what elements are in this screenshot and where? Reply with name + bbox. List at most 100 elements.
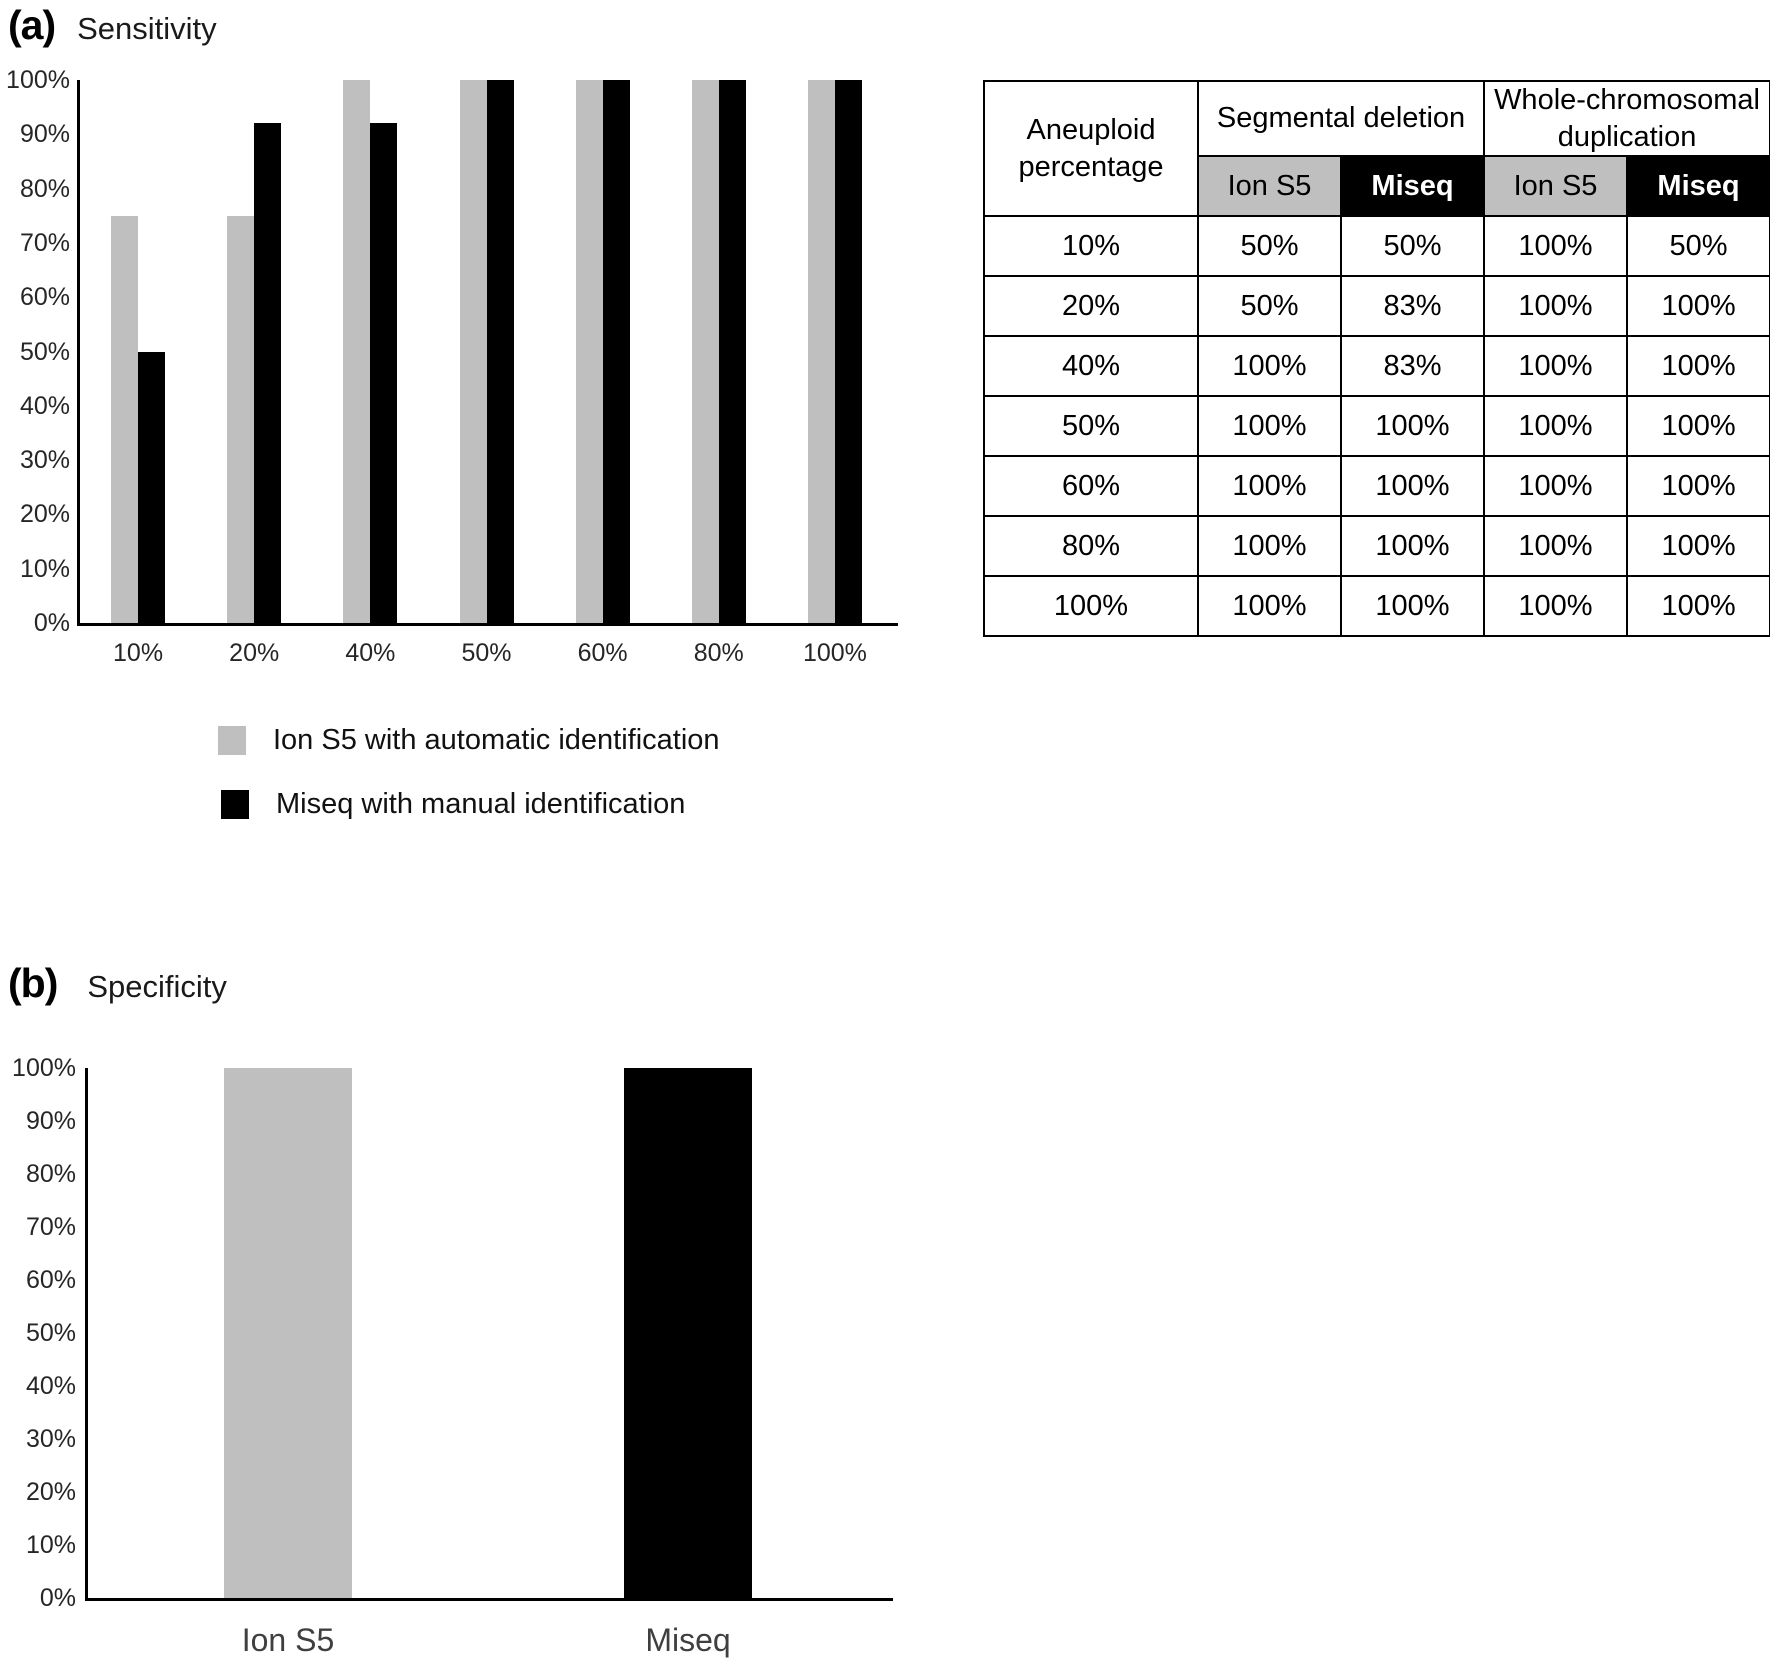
table-cell-value: 100% bbox=[1339, 575, 1486, 637]
bar-miseq bbox=[834, 80, 862, 623]
panel-a-header: (a) Sensitivity bbox=[8, 2, 217, 49]
y-tick-label: 10% bbox=[19, 554, 70, 583]
y-tick-label: 60% bbox=[19, 283, 70, 312]
y-tick-label: 90% bbox=[19, 120, 70, 149]
table-cell-percentage: 40% bbox=[983, 335, 1199, 397]
table-cell-value: 50% bbox=[1197, 215, 1342, 277]
table-cell-value: 100% bbox=[1197, 515, 1342, 577]
y-axis bbox=[77, 80, 80, 626]
panel-b-tag: (b) bbox=[8, 960, 58, 1006]
legend-swatch-ion-s5 bbox=[218, 726, 246, 755]
table-row: 80% 100% 100% 100% 100% bbox=[983, 515, 1770, 577]
table-sub-header-miseq: Miseq bbox=[1626, 155, 1770, 217]
table-cell-value: 100% bbox=[1483, 575, 1629, 637]
table-cell-percentage: 60% bbox=[983, 455, 1199, 517]
legend-swatch-miseq bbox=[221, 790, 249, 819]
table-cell-percentage: 80% bbox=[983, 515, 1199, 577]
legend-item: Ion S5 with automatic identification bbox=[218, 724, 720, 757]
y-tick-label: 30% bbox=[19, 446, 70, 475]
bar-miseq bbox=[254, 123, 282, 623]
panel-b-header: (b) Specificity bbox=[8, 960, 227, 1007]
table-cell-value: 100% bbox=[1483, 515, 1629, 577]
y-tick-label: 70% bbox=[25, 1213, 76, 1241]
table-cell-value: 100% bbox=[1483, 455, 1629, 517]
bar-ion-s5 bbox=[807, 80, 835, 623]
y-tick-label: 70% bbox=[19, 228, 70, 257]
y-tick-label: 90% bbox=[25, 1107, 76, 1135]
x-tick-label: Ion S5 bbox=[241, 1622, 335, 1658]
y-tick-label: 50% bbox=[19, 337, 70, 366]
legend-label: Ion S5 with automatic identification bbox=[273, 724, 720, 756]
table-cell-value: 100% bbox=[1483, 215, 1629, 277]
y-tick-label: 10% bbox=[25, 1531, 76, 1559]
panel-a-title: Sensitivity bbox=[77, 11, 217, 46]
x-tick-label: Miseq bbox=[645, 1622, 731, 1658]
bar-miseq bbox=[486, 80, 514, 623]
panel-a-tag: (a) bbox=[8, 2, 56, 48]
table-cell-value: 100% bbox=[1483, 395, 1629, 457]
bar-ion-s5 bbox=[459, 80, 487, 623]
table-group-header: Whole-chromosomal duplication bbox=[1483, 80, 1770, 157]
x-tick-label: 100% bbox=[802, 639, 867, 667]
x-tick-label: 80% bbox=[693, 639, 744, 667]
y-tick-label: 20% bbox=[19, 500, 70, 529]
table-cell-value: 100% bbox=[1626, 335, 1770, 397]
bar-ion-s5 bbox=[691, 80, 719, 623]
table-row: 20% 50% 83% 100% 100% bbox=[983, 275, 1770, 337]
table-cell-value: 83% bbox=[1339, 335, 1486, 397]
y-tick-label: 40% bbox=[19, 391, 70, 420]
bar-ion-s5 bbox=[111, 215, 139, 623]
table-cell-value: 100% bbox=[1483, 275, 1629, 337]
table-row: 10% 50% 50% 100% 50% bbox=[983, 215, 1770, 277]
table-row: 100% 100% 100% 100% 100% bbox=[983, 575, 1770, 637]
bar-miseq bbox=[370, 123, 398, 623]
sensitivity-chart: 0% 10% 20% 30% 40% 50% 60% 70% 80% 90% 100% 10% 20% 4… bbox=[0, 66, 960, 700]
table-row: 50% 100% 100% 100% 100% bbox=[983, 395, 1770, 457]
table-cell-value: 50% bbox=[1197, 275, 1342, 337]
table-sub-header-miseq: Miseq bbox=[1339, 155, 1486, 217]
table-cell-value: 100% bbox=[1626, 515, 1770, 577]
table-cell-value: 100% bbox=[1626, 275, 1770, 337]
table-cell-percentage: 10% bbox=[983, 215, 1199, 277]
y-tick-label: 80% bbox=[19, 174, 70, 203]
table-cell-value: 100% bbox=[1197, 455, 1342, 517]
x-axis bbox=[77, 623, 898, 626]
x-axis bbox=[85, 1598, 893, 1601]
table-cell-value: 100% bbox=[1339, 515, 1486, 577]
y-tick-label: 100% bbox=[6, 66, 70, 94]
specificity-chart: 0% 10% 20% 30% 40% 50% 60% 70% 80% 90% 100% Ion S5 M… bbox=[0, 1054, 960, 1665]
table-cell-value: 100% bbox=[1626, 455, 1770, 517]
table-group-header: Segmental deletion bbox=[1196, 80, 1486, 157]
y-tick-label: 40% bbox=[25, 1372, 76, 1400]
table-row: 60% 100% 100% 100% 100% bbox=[983, 455, 1770, 517]
results-table: Aneuploid percentage Segmental deletion Wh… bbox=[983, 80, 1770, 637]
bar-miseq bbox=[624, 1068, 752, 1598]
table-cell-value: 100% bbox=[1197, 395, 1342, 457]
bar-ion-s5 bbox=[343, 80, 371, 623]
y-tick-label: 30% bbox=[25, 1425, 76, 1453]
bar-miseq bbox=[602, 80, 630, 623]
table-cell-value: 100% bbox=[1197, 575, 1342, 637]
table-sub-header-ion-s5: Ion S5 bbox=[1483, 155, 1629, 217]
table-cell-value: 50% bbox=[1339, 215, 1486, 277]
x-tick-label: 60% bbox=[577, 639, 628, 667]
table-row: 40% 100% 83% 100% 100% bbox=[983, 335, 1770, 397]
table-cell-value: 50% bbox=[1626, 215, 1770, 277]
x-tick-label: 50% bbox=[461, 639, 512, 667]
table-cell-value: 83% bbox=[1339, 275, 1486, 337]
bar-miseq bbox=[138, 351, 166, 623]
table-cell-value: 100% bbox=[1339, 455, 1486, 517]
y-tick-label: 50% bbox=[25, 1319, 76, 1347]
bar-miseq bbox=[718, 80, 746, 623]
y-tick-label: 0% bbox=[39, 1584, 76, 1612]
bar-ion-s5 bbox=[224, 1068, 352, 1598]
table-cell-value: 100% bbox=[1626, 395, 1770, 457]
x-tick-label: 20% bbox=[229, 639, 280, 667]
y-tick-label: 80% bbox=[25, 1160, 76, 1188]
legend-item: Miseq with manual identification bbox=[221, 788, 685, 821]
table-cell-percentage: 20% bbox=[983, 275, 1199, 337]
table-cell-value: 100% bbox=[1197, 335, 1342, 397]
table-row-header: Aneuploid percentage bbox=[983, 80, 1199, 217]
panel-b-title: Specificity bbox=[87, 969, 227, 1004]
